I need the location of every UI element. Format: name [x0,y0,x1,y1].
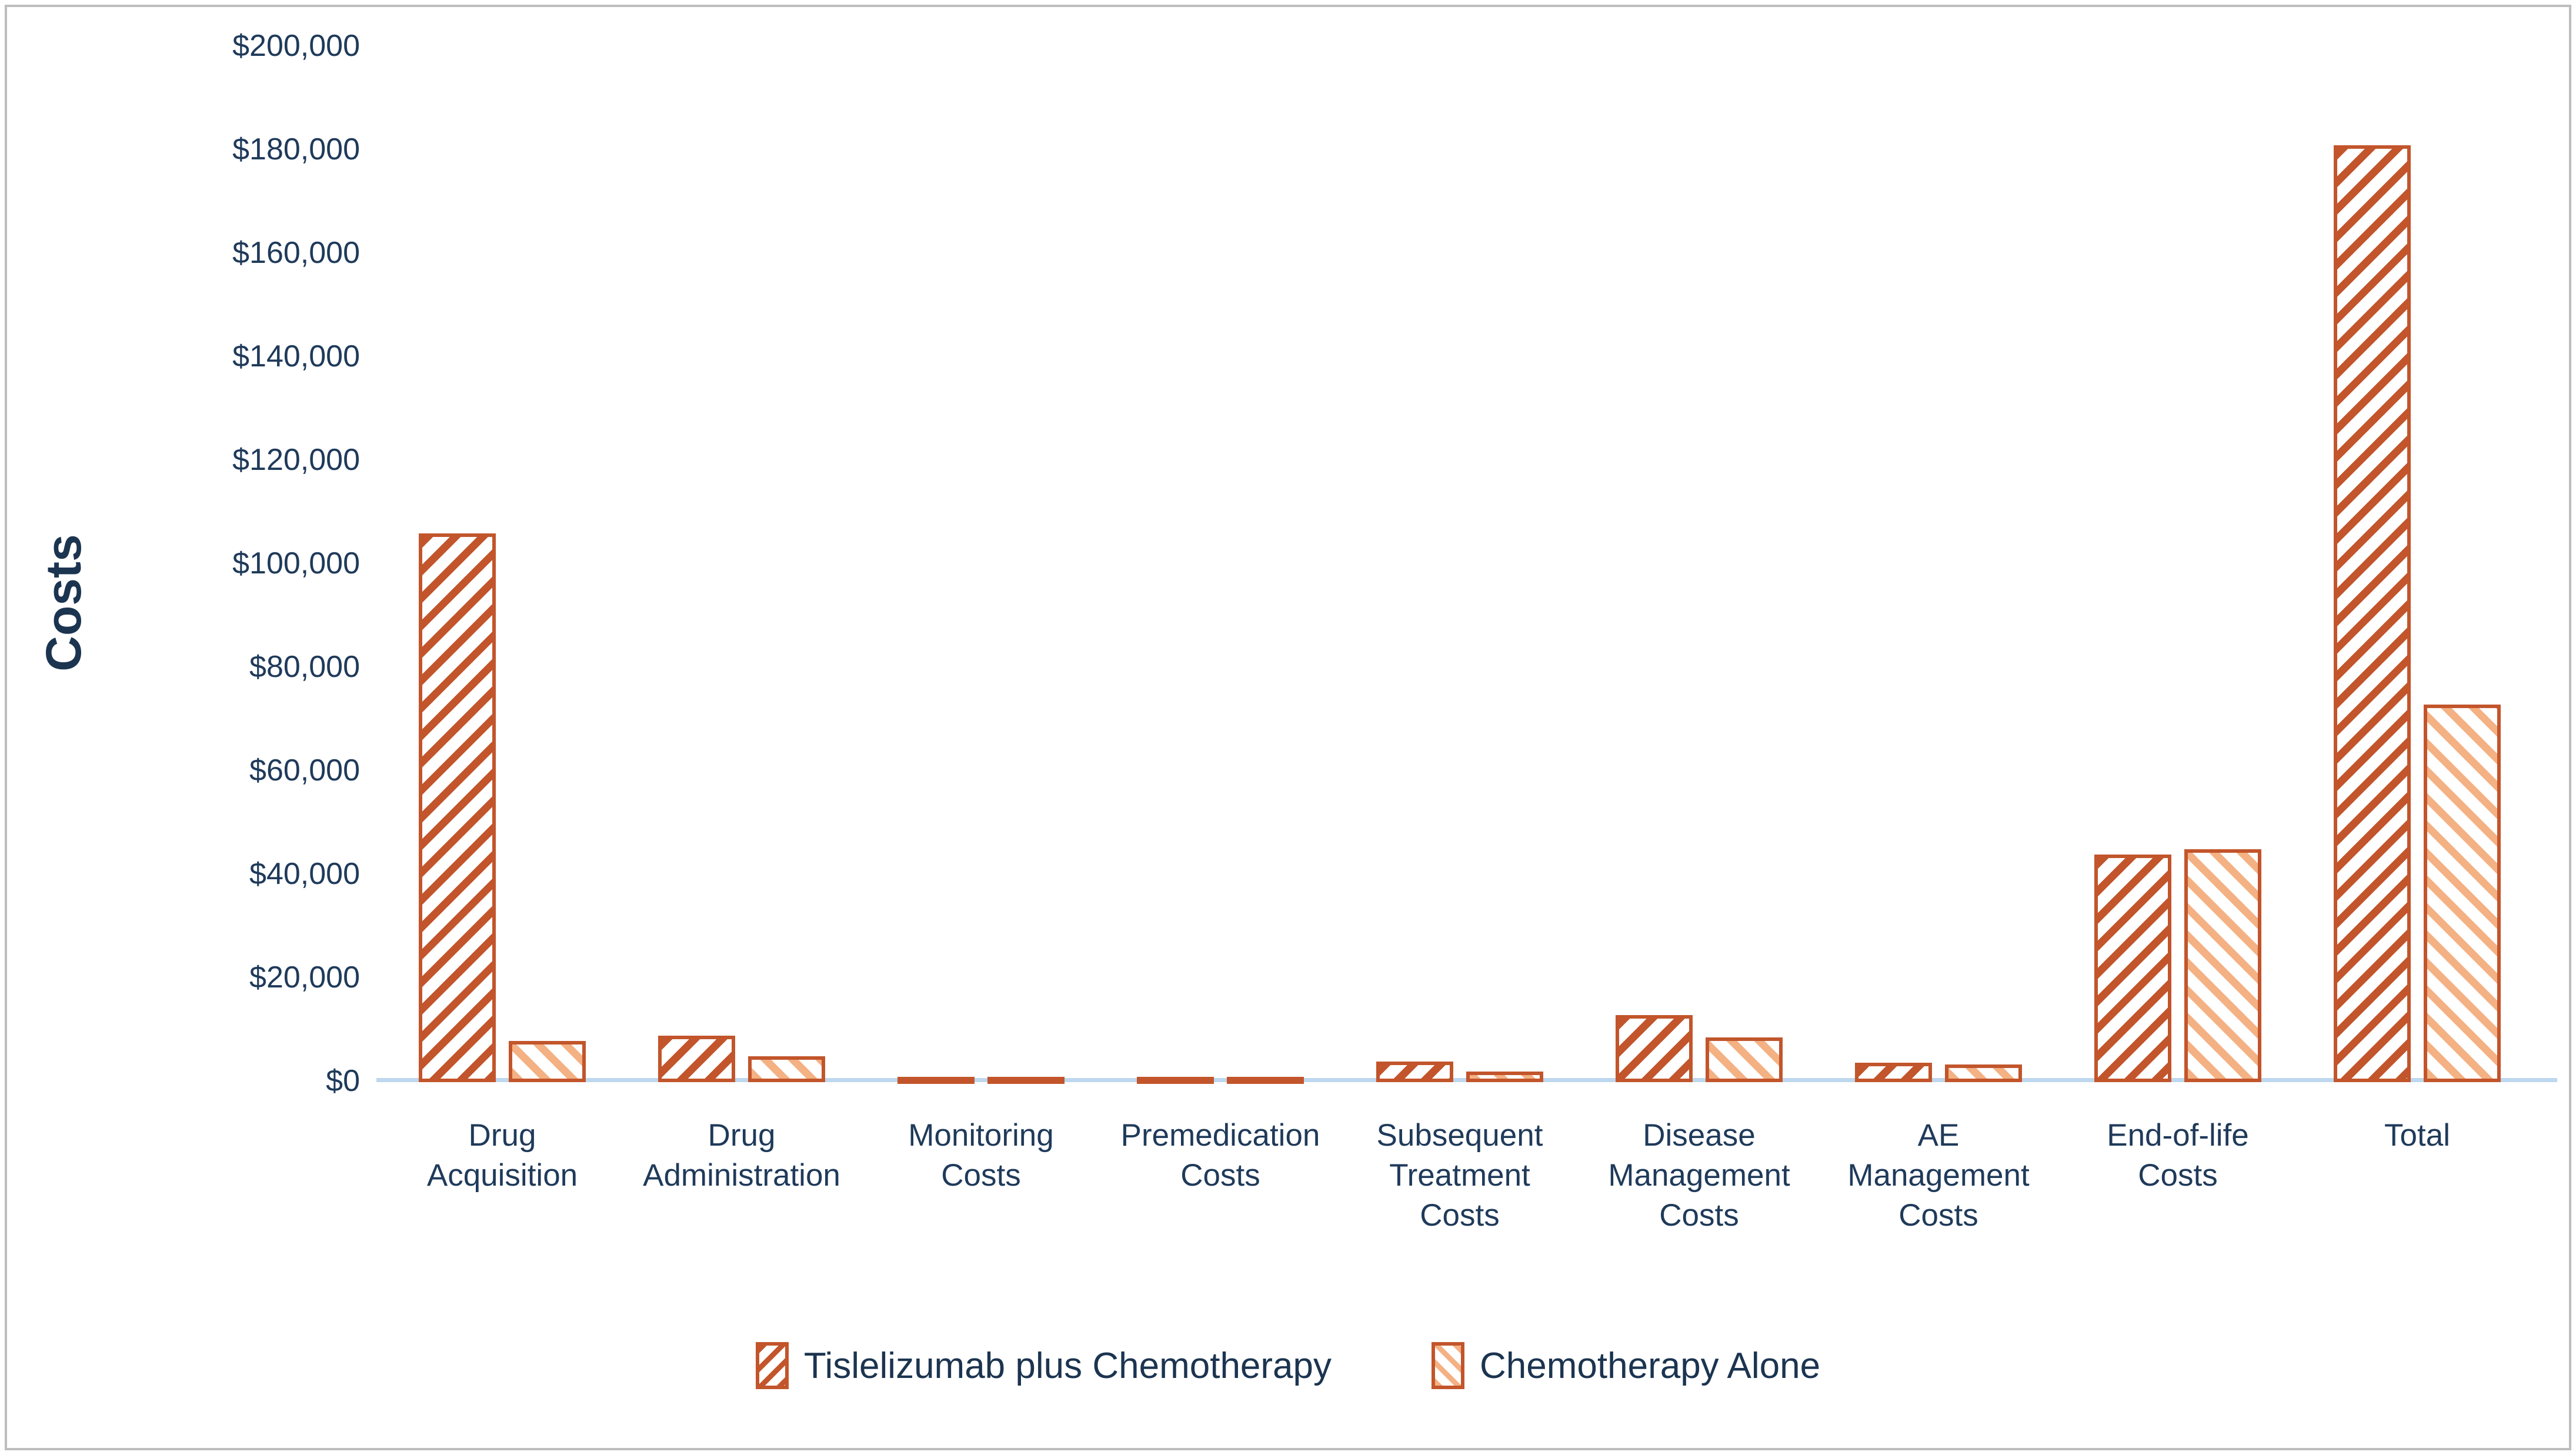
bar-series1-7 [2094,855,2171,1082]
legend-label-chemotherapy: Chemotherapy Alone [1480,1345,1821,1386]
bar-series2-3 [1227,1077,1304,1084]
category-label: End-of-life Costs [2107,1118,2249,1193]
bar-series2-8 [2424,705,2501,1082]
bar-series1-4 [1376,1062,1453,1082]
category-label: Subsequent Treatment Costs [1376,1118,1543,1233]
legend-item-chemotherapy-alone: Chemotherapy Alone [1432,1342,1820,1389]
bar-series2-6 [1945,1064,2022,1082]
category-label: Monitoring Costs [908,1118,1054,1193]
y-tick-label: $80,000 [249,650,360,684]
legend: Tislelizumab plus Chemotherapy Chemother… [0,1342,2576,1389]
y-tick-label: $200,000 [232,29,360,63]
y-axis-title: Costs [36,534,91,672]
bar-series2-5 [1706,1037,1783,1082]
y-tick-label: $40,000 [249,857,360,891]
bar-series1-3 [1137,1077,1214,1084]
category-label: Total [2384,1118,2450,1153]
bar-series1-6 [1855,1063,1932,1082]
y-tick-label: $100,000 [232,546,360,580]
category-label: Drug Administration [643,1118,840,1193]
category-label: AE Management Costs [1847,1118,2030,1233]
bar-series2-4 [1466,1072,1543,1082]
y-tick-label: $140,000 [232,339,360,373]
legend-swatch-tislelizumab-icon [755,1342,789,1389]
bar-series2-1 [748,1056,825,1082]
category-label: Drug Acquisition [426,1118,578,1193]
bar-series1-5 [1616,1015,1693,1082]
bar-series2-2 [987,1077,1065,1084]
bar-series1-8 [2334,145,2411,1082]
y-tick-label: $120,000 [232,443,360,477]
y-tick-label: $60,000 [249,753,360,787]
legend-label-tislelizumab: Tislelizumab plus Chemotherapy [803,1345,1332,1386]
bar-series1-1 [658,1036,735,1082]
bar-series2-7 [2184,849,2261,1082]
legend-swatch-chemotherapy-icon [1432,1342,1465,1389]
category-label: Premedication Costs [1120,1118,1320,1193]
y-tick-label: $180,000 [232,132,360,166]
bar-series1-0 [419,533,496,1082]
y-tick-label: $0 [326,1064,360,1098]
legend-item-tislelizumab-plus-chemotherapy: Tislelizumab plus Chemotherapy [755,1342,1332,1389]
category-label: Disease Management Costs [1608,1118,1790,1233]
bar-series1-2 [897,1077,975,1084]
y-tick-label: $160,000 [232,236,360,270]
y-tick-label: $20,000 [249,960,360,995]
bar-series2-0 [509,1041,586,1082]
